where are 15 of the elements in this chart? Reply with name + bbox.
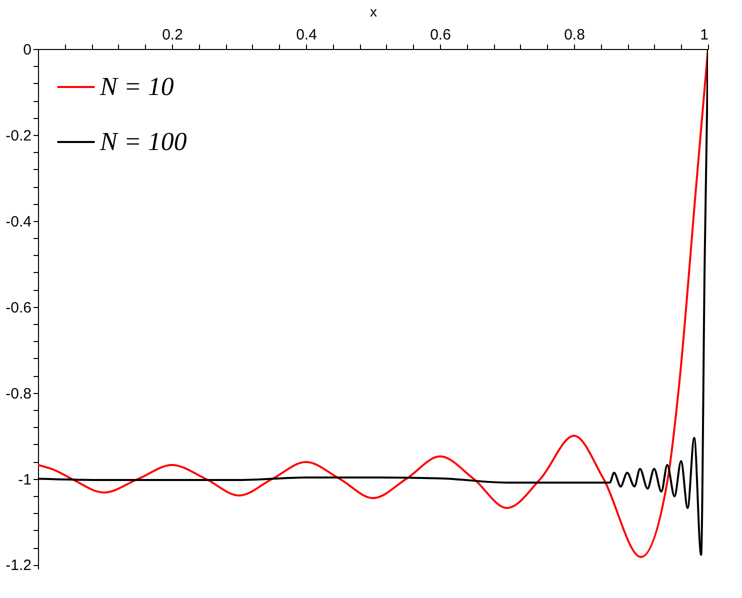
y-tick-label: -0.2 <box>6 127 32 144</box>
x-tick-label: 0.2 <box>162 26 183 44</box>
x-tick-label: 0.6 <box>430 26 451 44</box>
y-tick-label: -0.6 <box>6 299 32 316</box>
legend-label: N = 10 <box>99 72 174 101</box>
x-tick-label: 1 <box>700 26 708 44</box>
y-tick-label: -0.8 <box>6 385 32 402</box>
x-tick-label: 0.8 <box>564 26 585 44</box>
y-tick-label: 0 <box>23 42 32 58</box>
y-tick-label: -1.2 <box>6 557 32 574</box>
y-tick-label: -1 <box>18 471 32 488</box>
legend-label: N = 100 <box>99 127 187 156</box>
x-tick-label: 0.4 <box>296 26 317 44</box>
y-tick-label: -0.4 <box>6 213 32 230</box>
x-axis-title: x <box>370 4 377 20</box>
